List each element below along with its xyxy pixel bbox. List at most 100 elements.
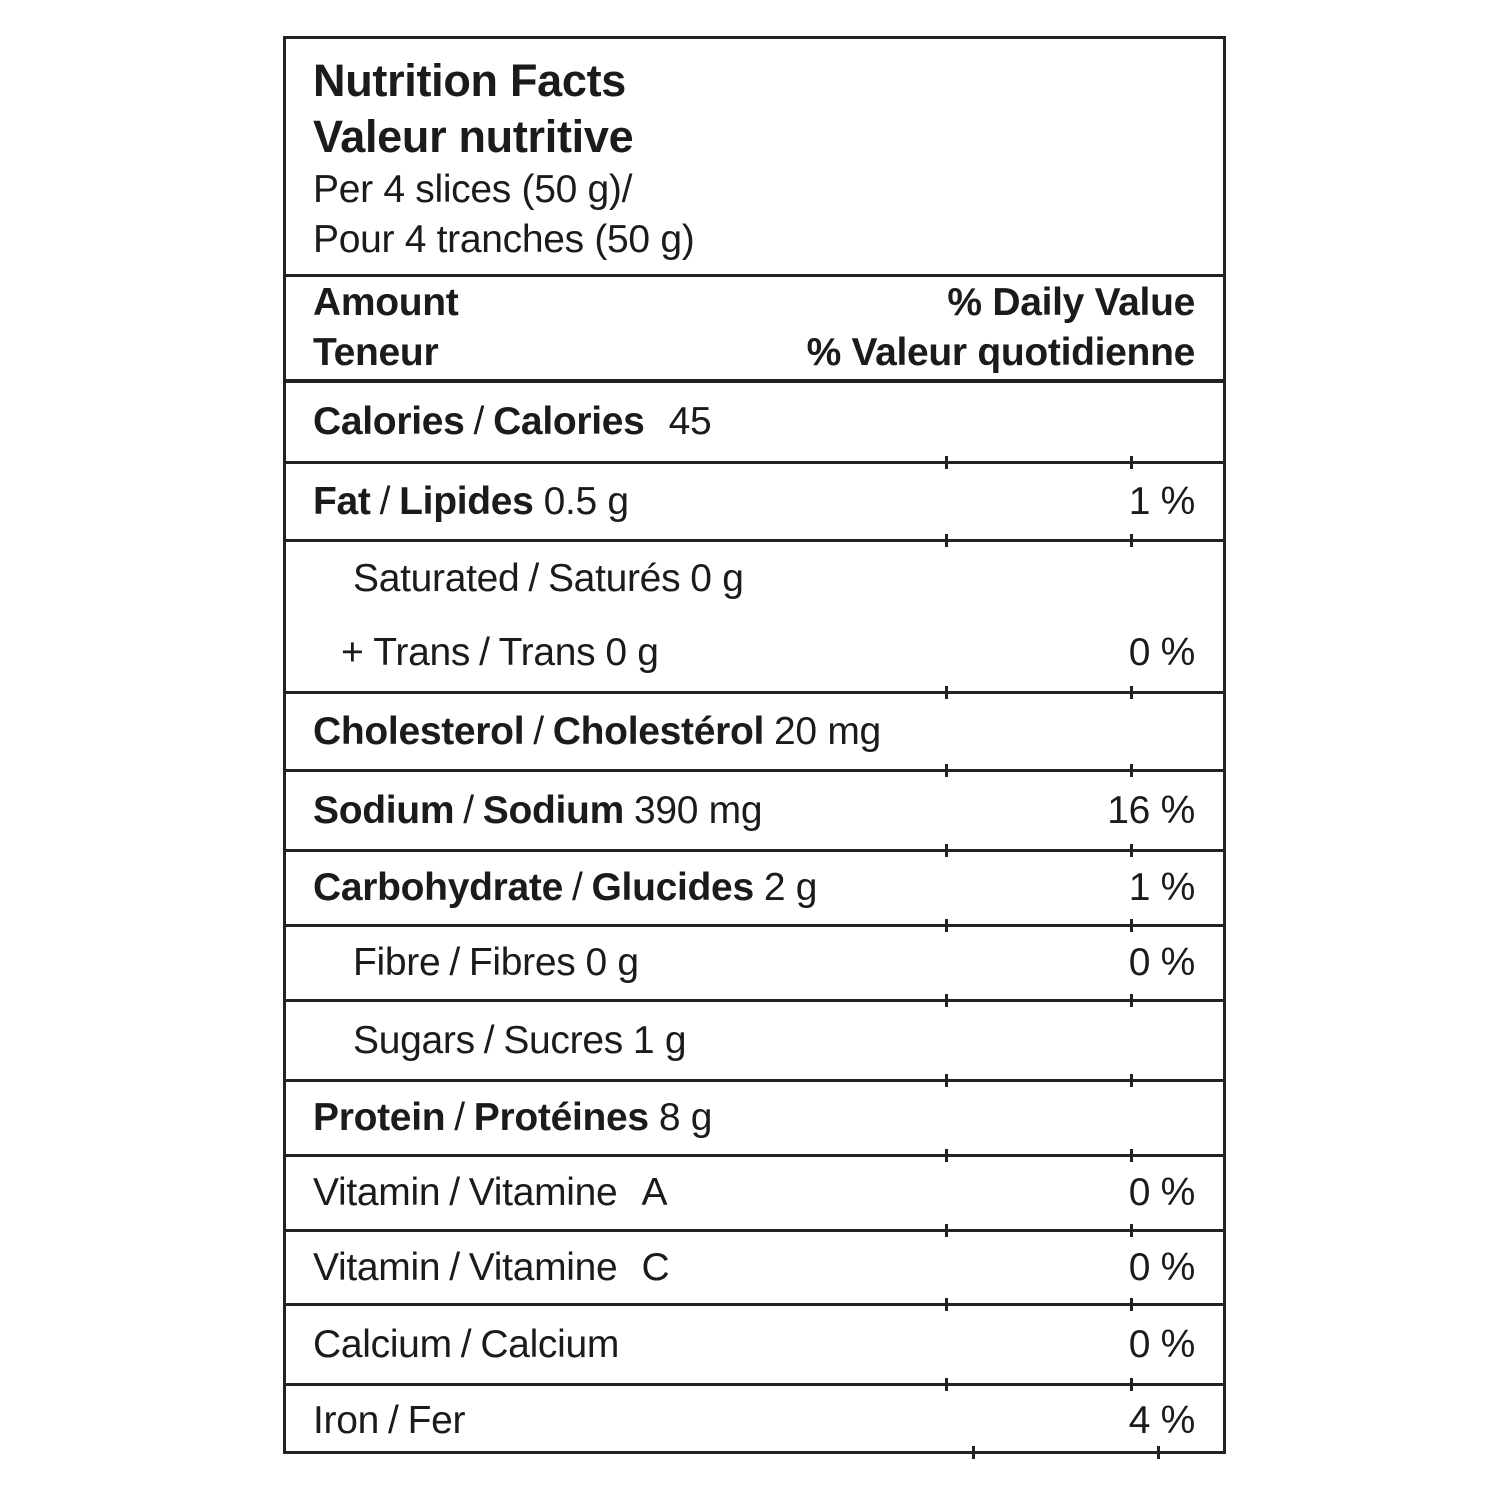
nutrient-amount: 0 g xyxy=(690,556,744,600)
nutrient-name-en: Vitamin xyxy=(313,1171,441,1214)
nutrient-name-en: Cholesterol xyxy=(313,709,525,753)
nutrient-name-en: + Trans xyxy=(341,631,471,674)
nutrient-percent: 16 % xyxy=(1107,788,1195,832)
nutrient-name-fr: Cholestérol xyxy=(552,709,765,753)
nutrient-name-fr: Vitamine xyxy=(468,1171,618,1214)
nutrient-name-en: Fibre xyxy=(353,941,441,984)
nutrient-name-en: Carbohydrate xyxy=(313,866,563,909)
nutrient-label: Vitamin / Vitamine A xyxy=(313,1171,1075,1215)
nutrient-label: Fat / Lipides 0.5 g xyxy=(313,480,1075,524)
nutrient-row-fibre: Fibre / Fibres 0 g 0 % xyxy=(286,919,1223,999)
nutrient-name-fr: Fibres xyxy=(468,941,576,984)
nutrient-percent: 0 % xyxy=(1128,631,1196,674)
nutrient-percent: 0 % xyxy=(1128,941,1196,984)
nutrient-name-fr: Lipides xyxy=(399,479,534,523)
nutrient-label: Fibre / Fibres 0 g xyxy=(353,941,1075,985)
nutrient-row-fat: Fat / Lipides 0.5 g 1 % xyxy=(286,456,1223,539)
nutrient-label: Carbohydrate / Glucides 2 g xyxy=(313,866,1075,910)
amount-label-fr: Teneur xyxy=(313,331,439,374)
nutrient-name-fr: Trans xyxy=(498,631,596,674)
nutrient-label: Iron / Fer xyxy=(313,1399,1075,1443)
nutrient-row-vitamin-c: Vitamin / Vitamine C 0 % xyxy=(286,1224,1223,1303)
separator-slash: / xyxy=(483,1018,495,1062)
column-header-row: Amount Teneur % Daily Value % Valeur quo… xyxy=(286,274,1223,379)
nutrient-percent: 0 % xyxy=(1128,1171,1196,1214)
nutrient-label: Sugars / Sucres 1 g xyxy=(353,1019,1075,1063)
nutrient-name-fr: Protéines xyxy=(473,1096,649,1139)
nutrient-name-en: Sodium xyxy=(313,788,455,832)
nutrient-label: Saturated / Saturés 0 g xyxy=(353,557,1075,601)
nutrient-name-en: Protein xyxy=(313,1096,446,1139)
separator-slash: / xyxy=(449,1245,460,1289)
nutrient-name-fr: Sucres xyxy=(503,1018,623,1062)
nutrient-amount: 20 mg xyxy=(774,709,881,753)
nutrient-row-sodium: Sodium / Sodium 390 mg 16 % xyxy=(286,764,1223,849)
daily-value-label-en: % Daily Value xyxy=(947,281,1195,324)
separator-slash: / xyxy=(388,1399,399,1442)
nutrient-row-calories: Calories / Calories 45 xyxy=(286,379,1223,461)
amount-label-en: Amount xyxy=(313,281,459,324)
separator-slash: / xyxy=(571,866,583,909)
title-french: Valeur nutritive xyxy=(313,111,634,162)
nutrient-name-en: Vitamin xyxy=(313,1245,441,1289)
serving-size-french: Pour 4 tranches (50 g) xyxy=(313,218,695,261)
nutrient-row-trans-fat: + Trans / Trans 0 g 0 % xyxy=(286,615,1223,691)
label-header: Nutrition Facts Valeur nutritive Per 4 s… xyxy=(286,39,1223,265)
nutrient-row-vitamin-a: Vitamin / Vitamine A 0 % xyxy=(286,1149,1223,1229)
nutrient-row-iron: Iron / Fer 4 % xyxy=(286,1378,1223,1456)
nutrient-percent: 1 % xyxy=(1128,479,1196,523)
nutrient-name-en: Saturated xyxy=(353,556,520,600)
separator-slash: / xyxy=(454,1096,465,1139)
nutrient-amount: A xyxy=(641,1171,668,1214)
nutrient-name-fr: Calories xyxy=(493,400,645,443)
nutrient-name-fr: Vitamine xyxy=(468,1245,618,1289)
nutrient-label: Protein / Protéines 8 g xyxy=(313,1096,1075,1140)
nutrient-label: + Trans / Trans 0 g xyxy=(341,631,1075,675)
separator-slash: / xyxy=(449,941,460,984)
nutrient-name-en: Sugars xyxy=(353,1018,475,1062)
nutrient-amount: 2 g xyxy=(763,866,818,909)
nutrient-row-protein: Protein / Protéines 8 g xyxy=(286,1074,1223,1154)
nutrient-name-en: Calories xyxy=(313,400,465,443)
daily-value-column-header: % Daily Value % Valeur quotidienne xyxy=(806,278,1196,378)
nutrient-amount: 0 g xyxy=(605,631,659,674)
separator-slash: / xyxy=(479,631,490,674)
separator-slash: / xyxy=(463,788,474,832)
nutrient-name-fr: Fer xyxy=(407,1399,466,1442)
nutrient-row-saturated-fat: Saturated / Saturés 0 g xyxy=(286,534,1223,615)
nutrient-percent: 0 % xyxy=(1128,1322,1196,1366)
nutrient-label: Sodium / Sodium 390 mg xyxy=(313,789,1075,833)
nutrient-name-fr: Sodium xyxy=(482,788,625,832)
daily-value-label-fr: % Valeur quotidienne xyxy=(806,331,1196,374)
nutrient-name-fr: Saturés xyxy=(547,556,681,600)
nutrient-name-en: Calcium xyxy=(313,1322,452,1366)
nutrient-row-cholesterol: Cholesterol / Cholestérol 20 mg xyxy=(286,686,1223,769)
nutrient-percent: 0 % xyxy=(1128,1245,1196,1289)
nutrient-name-en: Iron xyxy=(313,1399,380,1442)
nutrient-name-fr: Glucides xyxy=(591,866,755,909)
nutrient-percent: 4 % xyxy=(1128,1399,1196,1442)
nutrient-name-fr: Calcium xyxy=(480,1322,620,1366)
nutrient-label: Calcium / Calcium xyxy=(313,1323,1075,1367)
nutrient-percent: 1 % xyxy=(1128,866,1196,909)
separator-slash: / xyxy=(460,1322,472,1366)
nutrient-row-calcium: Calcium / Calcium 0 % xyxy=(286,1298,1223,1383)
serving-size-english: Per 4 slices (50 g)/ xyxy=(313,168,633,211)
nutrient-label: Cholesterol / Cholestérol 20 mg xyxy=(313,710,1075,754)
nutrient-amount: C xyxy=(641,1245,670,1289)
nutrient-amount: 1 g xyxy=(632,1018,687,1062)
nutrient-row-carbohydrate: Carbohydrate / Glucides 2 g 1 % xyxy=(286,844,1223,924)
nutrient-label: Vitamin / Vitamine C xyxy=(313,1246,1075,1290)
nutrient-amount: 0 g xyxy=(585,941,639,984)
nutrient-row-sugars: Sugars / Sucres 1 g xyxy=(286,994,1223,1079)
nutrient-name-en: Fat xyxy=(313,479,371,523)
nutrient-amount: 8 g xyxy=(658,1096,713,1139)
nutrient-amount: 45 xyxy=(668,400,712,443)
separator-slash: / xyxy=(449,1171,460,1214)
title-english: Nutrition Facts xyxy=(313,55,627,106)
separator-slash: / xyxy=(379,479,391,523)
nutrient-amount: 390 mg xyxy=(633,788,763,832)
separator-slash: / xyxy=(528,556,539,600)
separator-slash: / xyxy=(473,400,485,443)
